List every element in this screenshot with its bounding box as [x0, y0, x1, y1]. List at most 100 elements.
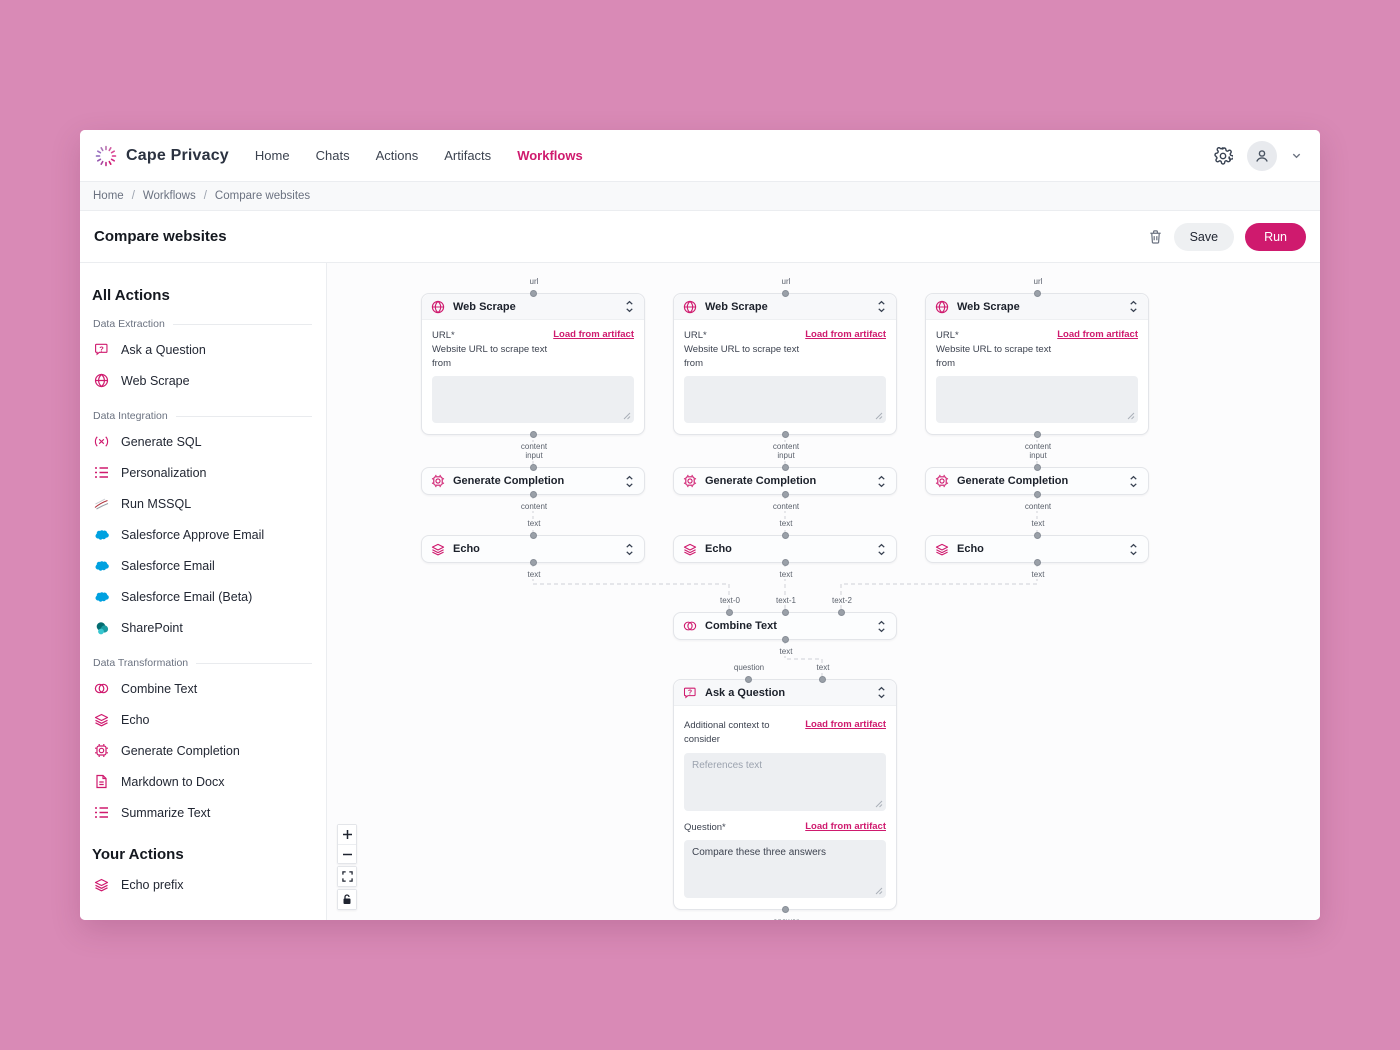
nav-links: Home Chats Actions Artifacts Workflows — [255, 148, 583, 163]
expand-node-icon[interactable] — [876, 475, 887, 488]
sidebar-item-summarize-text[interactable]: Summarize Text — [92, 797, 312, 828]
input-handle[interactable] — [782, 290, 789, 297]
workflow-canvas[interactable]: url Web Scrape URL* Website URL to scrap… — [327, 263, 1320, 920]
node-echo-2[interactable]: text Echo text — [673, 519, 897, 579]
input-handle[interactable] — [1034, 464, 1041, 471]
expand-node-icon[interactable] — [1128, 543, 1139, 556]
context-textarea[interactable] — [684, 752, 886, 811]
output-handle[interactable] — [530, 491, 537, 498]
sidebar-item-echo-prefix[interactable]: Echo prefix — [92, 869, 312, 900]
breadcrumb-current[interactable]: Compare websites — [214, 190, 311, 202]
sidebar-item-markdown-to-docx[interactable]: Markdown to Docx — [92, 766, 312, 797]
input-handle[interactable] — [530, 532, 537, 539]
node-web-scrape-3[interactable]: url Web Scrape URL* Website URL to scrap… — [925, 277, 1149, 452]
load-from-artifact-link[interactable]: Load from artifact — [1057, 329, 1138, 340]
output-handle[interactable] — [1034, 559, 1041, 566]
nav-item-workflows[interactable]: Workflows — [517, 148, 583, 163]
user-avatar[interactable] — [1247, 140, 1277, 171]
question-textarea[interactable]: Compare these three answers — [684, 840, 886, 899]
output-handle[interactable] — [782, 491, 789, 498]
output-handle[interactable] — [782, 906, 789, 914]
sidebar-item-echo[interactable]: Echo — [92, 704, 312, 735]
resize-grip-icon[interactable] — [1127, 412, 1135, 420]
load-from-artifact-link[interactable]: Load from artifact — [553, 329, 634, 340]
input-handle[interactable] — [530, 290, 537, 297]
expand-node-icon[interactable] — [624, 475, 635, 488]
nav-item-home[interactable]: Home — [254, 148, 290, 163]
resize-grip-icon[interactable] — [875, 412, 883, 420]
output-handle[interactable] — [782, 636, 789, 643]
input-handle-text-1[interactable] — [782, 609, 789, 616]
output-handle[interactable] — [1034, 491, 1041, 498]
collapse-node-icon[interactable] — [876, 686, 887, 699]
run-button[interactable]: Run — [1245, 222, 1306, 251]
output-handle[interactable] — [1034, 431, 1041, 439]
node-generate-completion-3[interactable]: input Generate Completion content — [925, 451, 1149, 511]
output-handle[interactable] — [530, 559, 537, 566]
node-ask-a-question[interactable]: question text ? Ask a Question — [673, 663, 897, 920]
node-title: Generate Completion — [705, 475, 817, 487]
sidebar-item-ask-a-question[interactable]: ? Ask a Question — [92, 334, 312, 365]
node-web-scrape-1[interactable]: url Web Scrape URL* Website URL to scrap… — [421, 277, 645, 452]
output-handle[interactable] — [530, 431, 537, 439]
input-handle[interactable] — [1034, 290, 1041, 297]
nav-item-actions[interactable]: Actions — [375, 148, 419, 163]
collapse-node-icon[interactable] — [624, 300, 635, 313]
expand-node-icon[interactable] — [876, 543, 887, 556]
delete-trash-icon[interactable] — [1148, 229, 1163, 245]
sidebar-item-generate-completion[interactable]: Generate Completion — [92, 735, 312, 766]
sidebar-item-personalization[interactable]: Personalization — [92, 457, 312, 488]
settings-gear-icon[interactable] — [1213, 146, 1233, 166]
input-handle-question[interactable] — [745, 676, 752, 683]
expand-node-icon[interactable] — [876, 620, 887, 633]
input-handle-text[interactable] — [819, 676, 826, 683]
collapse-node-icon[interactable] — [1128, 300, 1139, 313]
input-handle[interactable] — [782, 464, 789, 471]
sidebar-item-combine-text[interactable]: Combine Text — [92, 673, 312, 704]
url-textarea[interactable] — [432, 376, 634, 424]
zoom-in-button[interactable] — [338, 825, 356, 844]
fit-view-button[interactable] — [338, 867, 356, 886]
output-handle[interactable] — [782, 431, 789, 439]
save-button[interactable]: Save — [1173, 222, 1235, 251]
input-handle[interactable] — [1034, 532, 1041, 539]
expand-node-icon[interactable] — [624, 543, 635, 556]
load-from-artifact-link[interactable]: Load from artifact — [805, 719, 886, 730]
resize-grip-icon[interactable] — [875, 887, 883, 895]
expand-node-icon[interactable] — [1128, 475, 1139, 488]
zoom-out-button[interactable] — [338, 844, 356, 863]
sidebar-item-run-mssql[interactable]: Run MSSQL — [92, 488, 312, 519]
combine-icon — [94, 681, 109, 696]
nav-item-chats[interactable]: Chats — [315, 148, 350, 163]
load-from-artifact-link[interactable]: Load from artifact — [805, 329, 886, 340]
url-textarea[interactable] — [936, 376, 1138, 424]
node-combine-text[interactable]: text-0 text-1 text-2 Combine Text text — [673, 596, 897, 656]
sidebar-item-sharepoint[interactable]: SharePoint — [92, 612, 312, 643]
output-handle[interactable] — [782, 559, 789, 566]
sidebar-item-web-scrape[interactable]: Web Scrape — [92, 365, 312, 396]
nav-item-artifacts[interactable]: Artifacts — [444, 148, 492, 163]
breadcrumb-home[interactable]: Home — [93, 190, 124, 202]
input-handle[interactable] — [782, 532, 789, 539]
resize-grip-icon[interactable] — [875, 800, 883, 808]
url-textarea[interactable] — [684, 376, 886, 424]
chevron-down-icon[interactable] — [1291, 150, 1302, 161]
sidebar-item-salesforce-email[interactable]: Salesforce Email — [92, 550, 312, 581]
node-echo-1[interactable]: text Echo text — [421, 519, 645, 579]
node-generate-completion-1[interactable]: input Generate Completion content — [421, 451, 645, 511]
brand[interactable]: Cape Privacy — [94, 144, 229, 168]
sidebar-item-salesforce-email-beta[interactable]: Salesforce Email (Beta) — [92, 581, 312, 612]
input-handle-text-0[interactable] — [726, 609, 733, 616]
sidebar-item-generate-sql[interactable]: Generate SQL — [92, 426, 312, 457]
lock-button[interactable] — [338, 890, 356, 909]
breadcrumb-workflows[interactable]: Workflows — [142, 190, 196, 202]
resize-grip-icon[interactable] — [623, 412, 631, 420]
node-web-scrape-2[interactable]: url Web Scrape URL* Website URL to scrap… — [673, 277, 897, 452]
input-handle-text-2[interactable] — [838, 609, 845, 616]
sidebar-item-salesforce-approve-email[interactable]: Salesforce Approve Email — [92, 519, 312, 550]
collapse-node-icon[interactable] — [876, 300, 887, 313]
load-from-artifact-link[interactable]: Load from artifact — [805, 820, 886, 832]
node-generate-completion-2[interactable]: input Generate Completion content — [673, 451, 897, 511]
input-handle[interactable] — [530, 464, 537, 471]
node-echo-3[interactable]: text Echo text — [925, 519, 1149, 579]
